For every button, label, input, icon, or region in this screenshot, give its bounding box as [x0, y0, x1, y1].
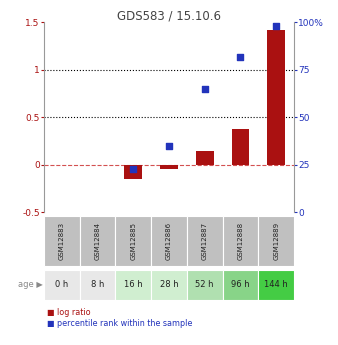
Bar [151, 216, 187, 266]
Bar [223, 270, 258, 300]
Text: 0 h: 0 h [55, 280, 68, 289]
Text: ■ log ratio: ■ log ratio [47, 308, 91, 317]
Bar [124, 165, 142, 179]
Point [273, 23, 279, 29]
Bar [80, 270, 115, 300]
Text: GSM12889: GSM12889 [273, 222, 279, 260]
Text: ■ percentile rank within the sample: ■ percentile rank within the sample [47, 319, 193, 328]
Title: GDS583 / 15.10.6: GDS583 / 15.10.6 [117, 9, 221, 22]
Point [238, 54, 243, 59]
Point [202, 86, 208, 91]
Point [130, 166, 136, 171]
Text: age ▶: age ▶ [18, 280, 43, 289]
Text: GSM12888: GSM12888 [238, 222, 243, 260]
Bar [258, 216, 294, 266]
Bar [80, 216, 115, 266]
Bar [44, 216, 80, 266]
Text: GSM12886: GSM12886 [166, 222, 172, 260]
Bar [267, 30, 285, 165]
Bar [151, 270, 187, 300]
Text: GSM12887: GSM12887 [202, 222, 208, 260]
Text: 16 h: 16 h [124, 280, 143, 289]
Text: 8 h: 8 h [91, 280, 104, 289]
Bar [223, 216, 258, 266]
Text: 52 h: 52 h [195, 280, 214, 289]
Text: 96 h: 96 h [231, 280, 250, 289]
Text: GSM12885: GSM12885 [130, 222, 136, 260]
Text: 144 h: 144 h [264, 280, 288, 289]
Bar [232, 129, 249, 165]
Bar [160, 165, 178, 169]
Bar [115, 270, 151, 300]
Bar [44, 270, 80, 300]
Text: GSM12884: GSM12884 [95, 222, 100, 260]
Bar [187, 270, 223, 300]
Text: 28 h: 28 h [160, 280, 178, 289]
Bar [115, 216, 151, 266]
Text: GSM12883: GSM12883 [59, 222, 65, 260]
Bar [187, 216, 223, 266]
Bar [196, 150, 214, 165]
Bar [258, 270, 294, 300]
Point [166, 143, 172, 148]
